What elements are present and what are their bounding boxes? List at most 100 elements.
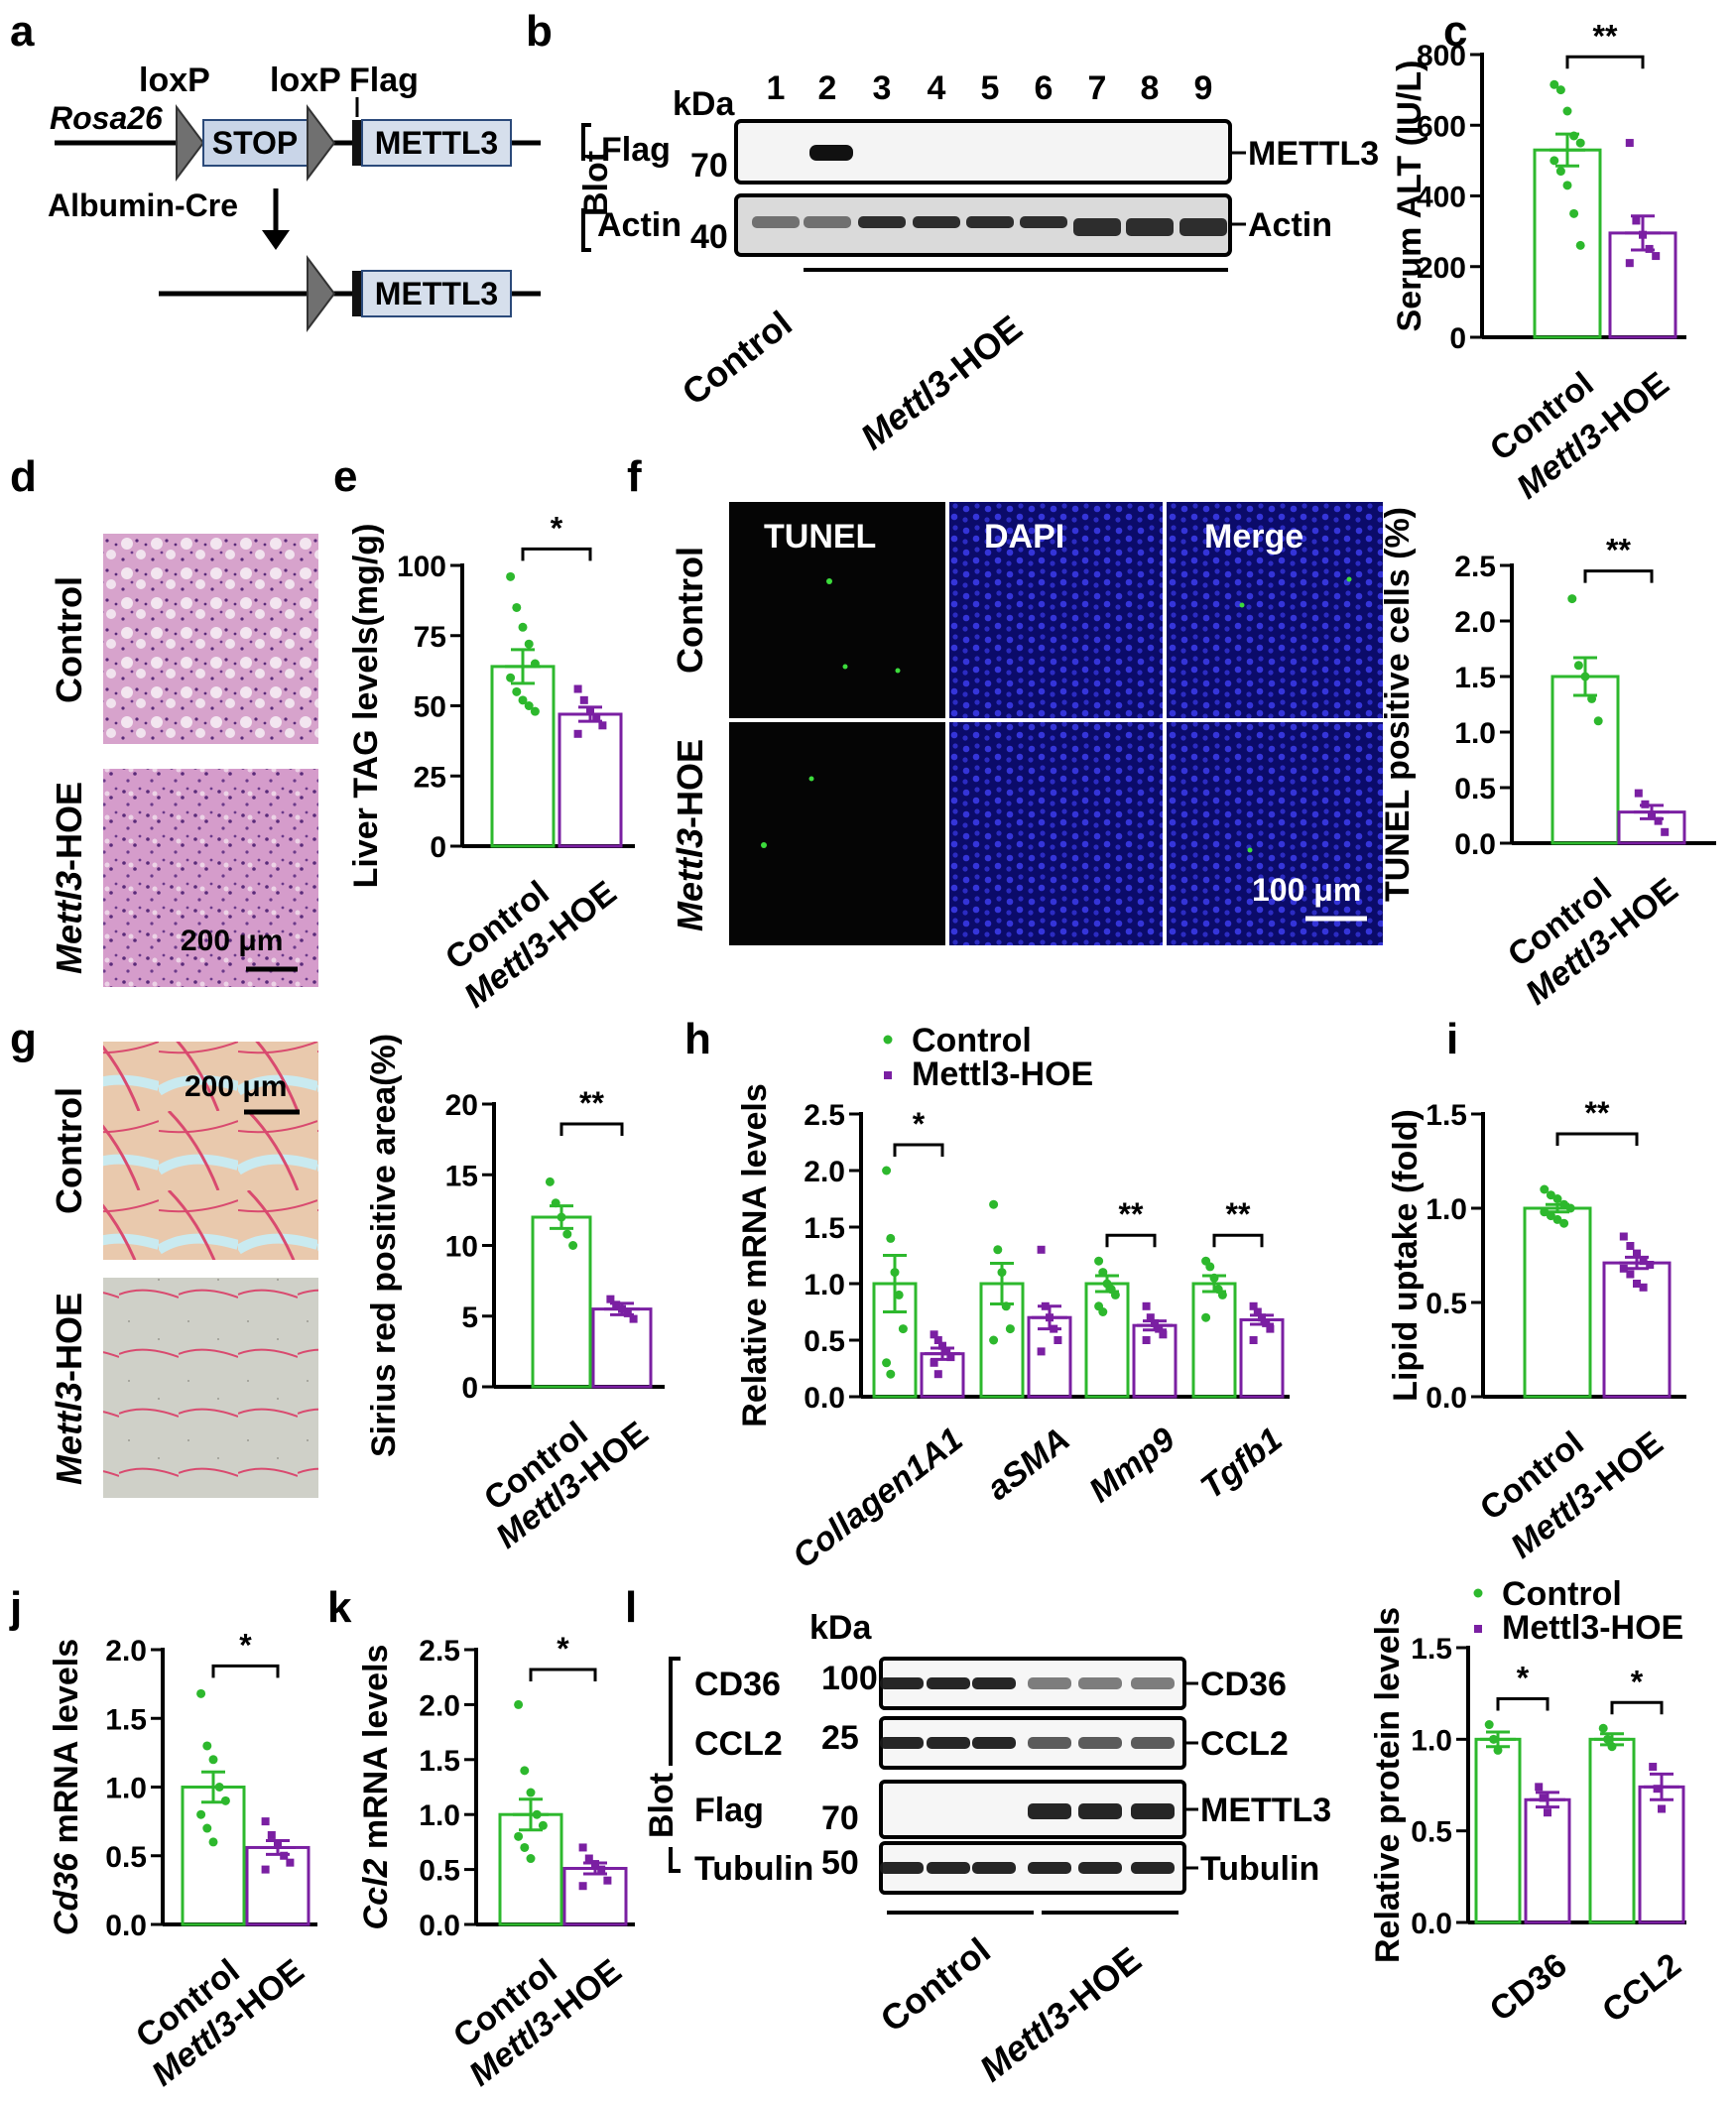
panel-label-e: e: [333, 452, 357, 501]
bar-h-ctrl-2: [1084, 1282, 1130, 1399]
panel-label-b: b: [526, 7, 553, 56]
panel-label-l: l: [625, 1583, 637, 1632]
bar-l-hoe-0: [1524, 1797, 1571, 1924]
blot-kda-l-3: 50: [821, 1844, 859, 1882]
point-c-0-6: [1555, 167, 1565, 177]
category-label-l-0: CD36: [1483, 1946, 1574, 2029]
point-h-ctrl-0-4: [898, 1324, 908, 1334]
sig-label-i: **: [1585, 1095, 1610, 1131]
bar-c-0: [1533, 148, 1602, 339]
y-tick-label-h-3: 1.5: [804, 1212, 845, 1245]
fluor-dapi-control: [949, 502, 1163, 718]
y-tick-label-k-0: 0.0: [419, 1910, 460, 1942]
band-actin-lane-2: [804, 216, 851, 228]
point-c-0-3: [1569, 131, 1579, 141]
point-l-hoe-1-0: [1649, 1763, 1658, 1772]
y-tick-label-k-4: 2.0: [419, 1689, 460, 1722]
sig-label-h-0: *: [913, 1106, 926, 1142]
y-tick-label-c-4: 800: [1417, 40, 1466, 72]
point-h-ctrl-0-1: [886, 1233, 896, 1243]
bar-j-1: [245, 1845, 310, 1926]
blot-kda-l-0: 100: [821, 1660, 878, 1697]
legend-marker-control-l: [1473, 1588, 1483, 1598]
point-k-1-4: [603, 1876, 612, 1885]
y-tick-label-g-4: 20: [445, 1089, 478, 1122]
point-h-ctrl-2-0: [1094, 1256, 1104, 1266]
point-h-ctrl-1-3: [1001, 1301, 1011, 1311]
point-h-hoe-1-3: [1050, 1324, 1058, 1333]
point-h-ctrl-0-6: [886, 1369, 896, 1379]
point-j-0-3: [214, 1783, 224, 1792]
band-l-row1-lane1: [880, 1737, 924, 1749]
point-i-0-4: [1565, 1203, 1575, 1213]
sig-bracket-h-0: [893, 1143, 944, 1157]
point-j-1-4: [286, 1858, 295, 1867]
point-l-ctrl-0-1: [1489, 1734, 1499, 1744]
point-j-0-7: [208, 1837, 218, 1847]
lane-number-4: 4: [928, 69, 946, 107]
y-tick-label-h-2: 1.0: [804, 1269, 845, 1301]
point-k-1-2: [591, 1860, 599, 1869]
y-axis-label-f: TUNEL positive cells (%): [1379, 507, 1417, 902]
sig-label-g: **: [579, 1085, 604, 1121]
point-f-0-0: [1567, 594, 1577, 604]
point-h-hoe-3-1: [1253, 1307, 1262, 1316]
point-h-ctrl-2-1: [1098, 1268, 1108, 1278]
point-j-1-5: [261, 1865, 270, 1874]
point-c-0-2: [1562, 106, 1572, 116]
flag-label: Flag: [349, 62, 419, 99]
mettl3-label: METTL3: [375, 125, 498, 161]
point-f-1-4: [1661, 827, 1670, 836]
y-tick-label-i-1: 0.5: [1426, 1288, 1467, 1320]
y-axis-label-k: Ccl2 mRNA levels: [357, 1645, 395, 1930]
loxp-label-2: loxP: [270, 62, 341, 99]
category-label-h-0: Collagen1A1: [786, 1421, 970, 1576]
point-j-0-4: [220, 1795, 230, 1805]
bar-j-0: [181, 1786, 246, 1926]
band-actin-lane-5: [966, 216, 1014, 228]
point-l-hoe-0-2: [1544, 1808, 1551, 1817]
point-j-1-3: [280, 1851, 289, 1860]
scale-bar-label-g: 200 μm: [185, 1070, 287, 1103]
tunel-dots: [761, 576, 1352, 853]
row-label-control-g: Control: [49, 1087, 89, 1214]
panel-label-f: f: [627, 452, 642, 501]
panel-label-c: c: [1443, 7, 1467, 56]
col-label-dapi: DAPI: [984, 518, 1064, 556]
point-h-hoe-0-1: [933, 1336, 942, 1344]
sig-label-e: *: [551, 510, 563, 546]
category-suffix-c: -HOE: [1586, 365, 1675, 446]
row-label-hoe-f: Mettl3-HOE: [670, 739, 710, 931]
row-label-hoe-g: Mettl3-HOE: [49, 1293, 89, 1485]
y-tick-label-j-0: 0.0: [105, 1910, 147, 1942]
point-h-hoe-2-4: [1159, 1330, 1168, 1339]
point-i-0-7: [1552, 1214, 1562, 1224]
point-l-hoe-1-2: [1658, 1804, 1666, 1813]
y-tick-label-j-3: 1.5: [105, 1703, 147, 1736]
point-e-0-6: [512, 686, 522, 696]
point-i-1-4: [1646, 1261, 1655, 1269]
y-tick-label-c-2: 400: [1417, 182, 1466, 214]
point-h-hoe-3-2: [1258, 1313, 1266, 1322]
point-c-0-5: [1550, 156, 1559, 166]
bar-l-ctrl-0: [1474, 1737, 1522, 1924]
kda-40-b: 40: [690, 218, 728, 256]
point-h-hoe-0-5: [930, 1358, 938, 1367]
lane-number-1: 1: [767, 69, 786, 107]
sig-bracket-h-2: [1105, 1233, 1157, 1248]
point-c-1-0: [1625, 139, 1634, 148]
lane-number-9: 9: [1194, 69, 1213, 107]
point-i-0-2: [1552, 1194, 1562, 1203]
cre-arrow-head: [262, 230, 290, 250]
y-tick-label-f-4: 2.0: [1454, 606, 1496, 639]
y-tick-label-g-2: 10: [445, 1231, 478, 1264]
point-h-hoe-0-6: [933, 1370, 942, 1379]
albumin-cre-label: Albumin-Cre: [48, 187, 238, 223]
band-l-row1-lane2: [927, 1737, 970, 1749]
panel-label-i: i: [1446, 1015, 1458, 1063]
point-h-ctrl-1-4: [1005, 1324, 1015, 1334]
fluor-tunel-hoe: [729, 722, 945, 945]
